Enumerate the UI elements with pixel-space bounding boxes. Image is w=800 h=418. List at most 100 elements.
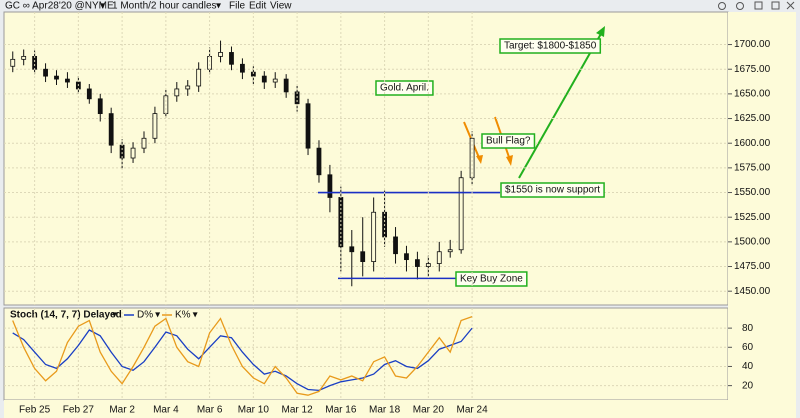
x-tick-label: Mar 10 xyxy=(238,405,270,416)
control[interactable] xyxy=(771,1,780,10)
candle-body xyxy=(393,236,398,255)
candle-body xyxy=(10,58,16,67)
dropdown-arrow: ▾ xyxy=(193,310,198,321)
candle-body xyxy=(141,137,147,149)
candle-body xyxy=(261,75,267,83)
annotation-box xyxy=(375,80,434,96)
candle-body xyxy=(360,251,366,262)
y-tick-label: 1675.00 xyxy=(734,64,771,75)
window-controls xyxy=(718,1,795,10)
candle-body xyxy=(97,98,103,115)
annotation-text: $1550 is now support xyxy=(505,185,600,196)
y-tick-label: 1700.00 xyxy=(734,39,771,50)
annotation: $1550 is now support xyxy=(500,182,605,198)
candle-body xyxy=(240,63,245,73)
candle-body xyxy=(447,249,453,253)
candle-body xyxy=(185,85,191,90)
stoch-panel xyxy=(3,307,729,401)
x-tick-label: Feb 27 xyxy=(63,405,95,416)
y-tick-label: 1575.00 xyxy=(734,163,771,174)
arrowhead xyxy=(476,155,483,164)
control[interactable] xyxy=(754,1,763,10)
annotation-box xyxy=(499,38,602,54)
dropdown-arrow: ▾ xyxy=(155,310,160,321)
annotation-text: Gold. April. xyxy=(380,83,429,94)
axis-panel xyxy=(728,12,796,400)
y-tick-label: 20 xyxy=(742,380,754,391)
candle-body xyxy=(327,174,333,198)
candle-body xyxy=(415,259,420,267)
annotation: Gold. April. xyxy=(375,80,434,96)
candle-body xyxy=(130,147,136,159)
y-tick-label: 1650.00 xyxy=(734,89,771,100)
x-tick-label: Mar 4 xyxy=(153,405,179,416)
arrows xyxy=(463,26,605,179)
x-tick-label: Feb 25 xyxy=(19,405,51,416)
candle-body xyxy=(65,78,70,83)
annotation: Target: $1800-$1850 xyxy=(499,38,602,54)
period[interactable]: 1 Month/2 hour candles xyxy=(112,1,217,12)
menu[interactable]: Edit xyxy=(249,1,266,12)
control[interactable] xyxy=(786,1,795,10)
x-tick-label: Mar 24 xyxy=(457,405,489,416)
candle-body xyxy=(152,113,158,139)
candle-body xyxy=(43,68,48,77)
annotation-text: Target: $1800-$1850 xyxy=(504,41,597,52)
y-tick-label: 1475.00 xyxy=(734,261,771,272)
candle-body xyxy=(371,211,377,262)
dropdown-arrow: ▾ xyxy=(216,1,221,12)
candle-body xyxy=(272,78,278,83)
stoch-title: Stoch (14, 7, 7) Delayed xyxy=(10,310,122,321)
x-axis-panel xyxy=(4,400,796,418)
y-tick-label: 40 xyxy=(742,361,754,372)
candle-body xyxy=(196,68,202,87)
menu[interactable]: File xyxy=(229,1,246,12)
arrowhead xyxy=(506,155,513,166)
candle-body xyxy=(283,78,289,93)
dropdown-arrow: ▾ xyxy=(100,1,105,12)
dropdown-arrow: ▾ xyxy=(112,310,117,321)
candle-body xyxy=(108,113,114,146)
candle-body xyxy=(218,52,223,57)
annotation: Bull Flag? xyxy=(481,133,536,149)
annotation-text: Key Buy Zone xyxy=(460,274,523,285)
candle-body xyxy=(305,103,311,149)
x-tick-label: Mar 6 xyxy=(197,405,223,416)
candle-body xyxy=(86,88,92,100)
candle-body xyxy=(229,52,234,65)
candle-body xyxy=(316,147,322,176)
y-tick-label: 1600.00 xyxy=(734,138,771,149)
candle-body xyxy=(458,177,464,251)
candle-body xyxy=(404,253,409,261)
x-tick-label: Mar 16 xyxy=(325,405,357,416)
annotation-box xyxy=(481,133,536,149)
control[interactable] xyxy=(718,2,726,10)
y-tick-label: 1525.00 xyxy=(734,212,771,223)
candle-body xyxy=(436,251,442,264)
legend-label: D% xyxy=(137,310,153,321)
menu[interactable]: View xyxy=(270,1,292,12)
candle-body xyxy=(21,55,27,60)
y-tick-label: 80 xyxy=(742,323,754,334)
candle-body xyxy=(349,246,355,253)
x-tick-label: Mar 2 xyxy=(109,405,135,416)
candle-body xyxy=(174,88,180,97)
annotation-box xyxy=(455,271,528,287)
candle-body xyxy=(207,55,213,70)
candle-body xyxy=(32,55,38,70)
candle-body xyxy=(54,75,59,80)
legend-label: K% xyxy=(175,310,191,321)
symbol[interactable]: GC ∞ Apr28'20 @NYME xyxy=(5,1,114,12)
stoch-line xyxy=(12,315,473,396)
y-tick-label: 1550.00 xyxy=(734,187,771,198)
arrow xyxy=(518,31,603,179)
x-tick-label: Mar 12 xyxy=(282,405,314,416)
x-tick-label: Mar 18 xyxy=(369,405,401,416)
control[interactable] xyxy=(736,2,744,10)
arrowhead xyxy=(596,26,605,37)
annotation-text: Bull Flag? xyxy=(486,136,531,147)
stoch-line xyxy=(12,327,473,392)
annotation-box xyxy=(500,182,605,198)
annotation: Key Buy Zone xyxy=(455,271,528,287)
y-tick-label: 1500.00 xyxy=(734,237,771,248)
